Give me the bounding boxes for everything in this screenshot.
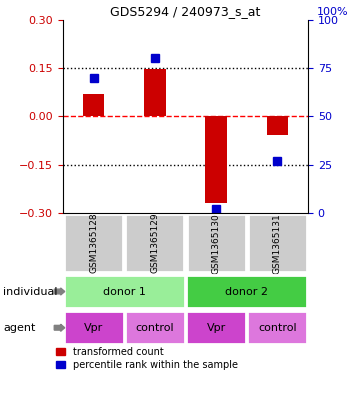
Legend: transformed count, percentile rank within the sample: transformed count, percentile rank withi… [56,347,238,370]
Bar [64,214,123,272]
Title: GDS5294 / 240973_s_at: GDS5294 / 240973_s_at [110,6,261,18]
Bar [64,311,124,344]
Text: individual: individual [4,286,58,296]
Bar [83,94,104,116]
Bar [247,311,307,344]
Bar [186,311,246,344]
Text: GSM1365130: GSM1365130 [212,213,220,274]
Text: 100%: 100% [316,7,348,17]
Text: Vpr: Vpr [206,323,226,333]
Bar [267,116,288,135]
Bar [125,311,185,344]
Text: GSM1365129: GSM1365129 [150,213,159,274]
Text: GSM1365131: GSM1365131 [273,213,282,274]
Bar [125,214,184,272]
Text: GSM1365128: GSM1365128 [89,213,98,274]
Bar [187,214,245,272]
Bar [205,116,227,203]
Text: control: control [135,323,174,333]
Text: Vpr: Vpr [84,323,103,333]
Bar [186,275,307,308]
Bar [64,275,185,308]
Bar [144,69,166,116]
Text: agent: agent [4,323,36,333]
Text: control: control [258,323,297,333]
Bar [248,214,307,272]
Text: donor 1: donor 1 [103,286,146,296]
Text: donor 2: donor 2 [225,286,268,296]
